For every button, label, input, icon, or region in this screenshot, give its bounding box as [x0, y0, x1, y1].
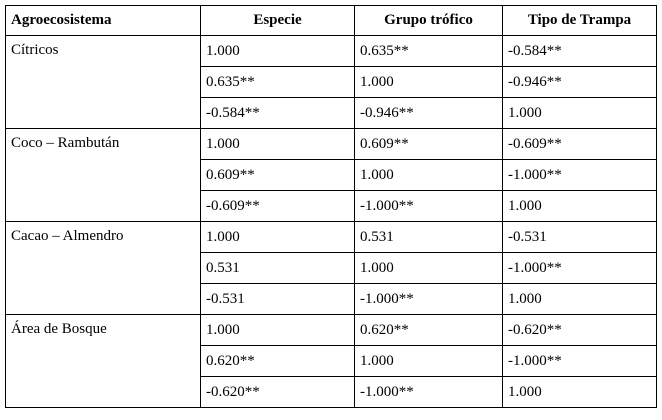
correlation-cell: 0.635**: [201, 67, 355, 98]
correlation-cell: 1.000: [503, 191, 657, 222]
correlation-cell: -1.000**: [503, 160, 657, 191]
correlation-cell: 1.000: [201, 315, 355, 346]
table-body: Cítricos 1.000 0.635** -0.584** 0.635** 1.000…: [6, 36, 657, 408]
agroecosystem-name: Área de Bosque: [6, 315, 201, 408]
correlation-cell: 1.000: [355, 346, 503, 377]
correlation-cell: -0.584**: [503, 36, 657, 67]
correlation-cell: -1.000**: [355, 284, 503, 315]
header-agroecosistema: Agroecosistema: [6, 6, 201, 36]
agroecosystem-name: Cacao – Almendro: [6, 222, 201, 315]
agroecosystem-name: Cítricos: [6, 36, 201, 129]
correlation-table: Agroecosistema Especie Grupo trófico Tip…: [5, 5, 657, 408]
header-tipo-de-trampa: Tipo de Trampa: [503, 6, 657, 36]
correlation-cell: -1.000**: [503, 346, 657, 377]
correlation-cell: -0.609**: [503, 129, 657, 160]
correlation-cell: -0.584**: [201, 98, 355, 129]
correlation-cell: 1.000: [355, 160, 503, 191]
table-row: Cítricos 1.000 0.635** -0.584**: [6, 36, 657, 67]
correlation-cell: 0.620**: [355, 315, 503, 346]
correlation-cell: 1.000: [201, 222, 355, 253]
correlation-cell: 1.000: [503, 377, 657, 408]
correlation-cell: 0.609**: [355, 129, 503, 160]
correlation-cell: -0.531: [503, 222, 657, 253]
correlation-cell: -0.609**: [201, 191, 355, 222]
table-row: Cacao – Almendro 1.000 0.531 -0.531: [6, 222, 657, 253]
correlation-cell: -1.000**: [355, 377, 503, 408]
correlation-cell: 1.000: [503, 98, 657, 129]
header-row: Agroecosistema Especie Grupo trófico Tip…: [6, 6, 657, 36]
table-header: Agroecosistema Especie Grupo trófico Tip…: [6, 6, 657, 36]
table-row: Coco – Rambután 1.000 0.609** -0.609**: [6, 129, 657, 160]
agroecosystem-name: Coco – Rambután: [6, 129, 201, 222]
correlation-cell: 1.000: [201, 129, 355, 160]
correlation-cell: 0.531: [201, 253, 355, 284]
correlation-cell: -0.620**: [503, 315, 657, 346]
correlation-cell: 1.000: [201, 36, 355, 67]
correlation-cell: -0.620**: [201, 377, 355, 408]
correlation-cell: 0.620**: [201, 346, 355, 377]
correlation-cell: -0.531: [201, 284, 355, 315]
correlation-cell: 1.000: [355, 67, 503, 98]
header-grupo-trofico: Grupo trófico: [355, 6, 503, 36]
correlation-cell: -1.000**: [503, 253, 657, 284]
correlation-cell: 0.531: [355, 222, 503, 253]
correlation-cell: -1.000**: [355, 191, 503, 222]
correlation-cell: -0.946**: [503, 67, 657, 98]
correlation-cell: -0.946**: [355, 98, 503, 129]
correlation-cell: 1.000: [503, 284, 657, 315]
correlation-cell: 1.000: [355, 253, 503, 284]
correlation-cell: 0.635**: [355, 36, 503, 67]
table-row: Área de Bosque 1.000 0.620** -0.620**: [6, 315, 657, 346]
header-especie: Especie: [201, 6, 355, 36]
correlation-cell: 0.609**: [201, 160, 355, 191]
